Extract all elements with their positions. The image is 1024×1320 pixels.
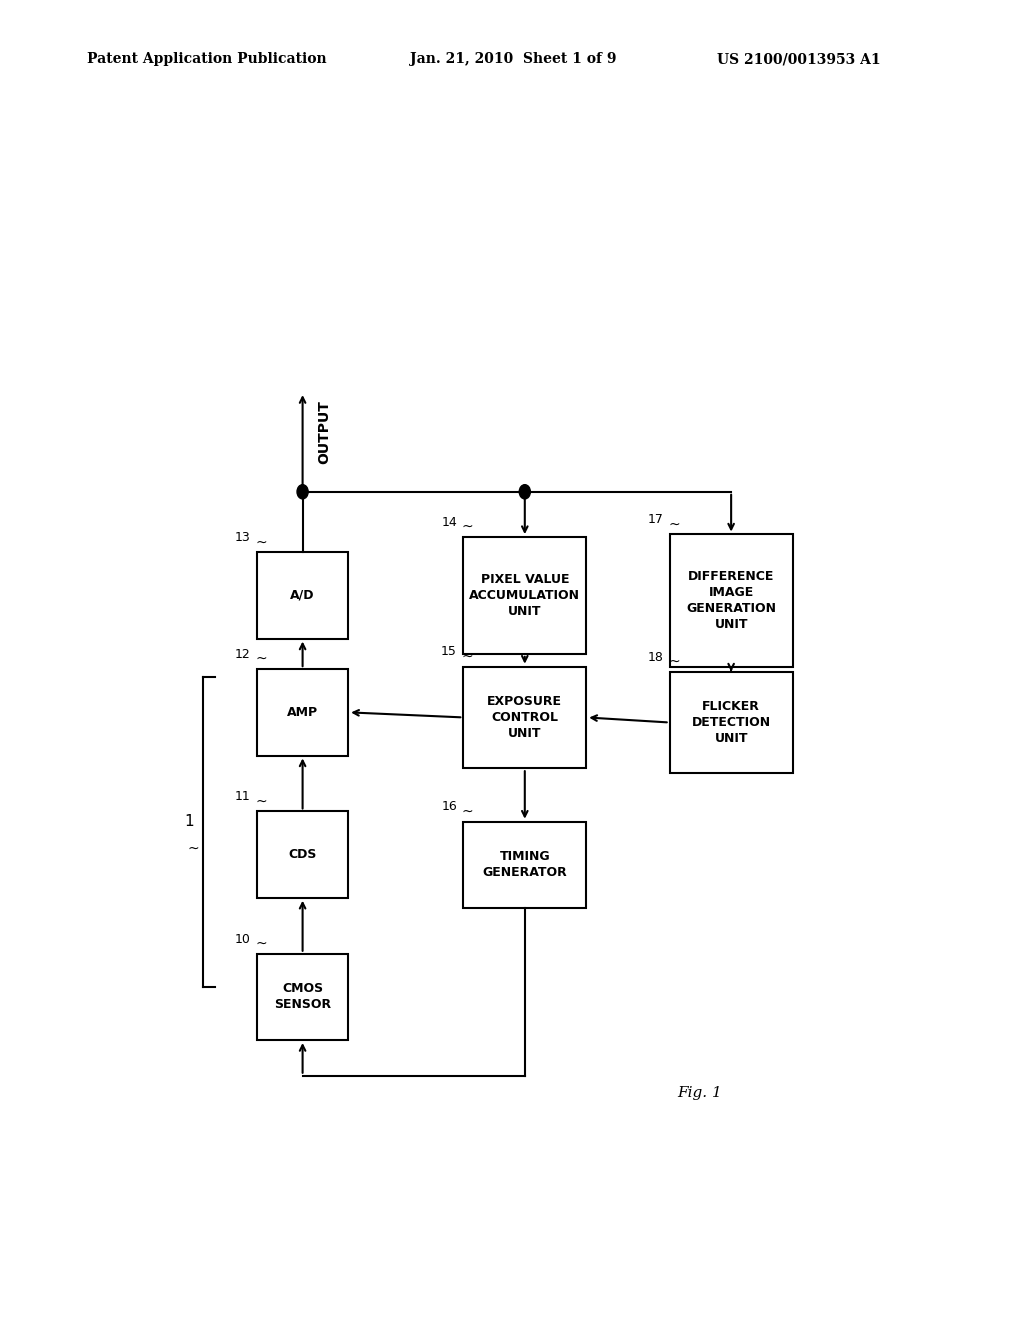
Bar: [257, 954, 348, 1040]
Text: ~: ~: [462, 520, 473, 535]
Text: 12: 12: [234, 648, 251, 661]
Text: TIMING
GENERATOR: TIMING GENERATOR: [482, 850, 567, 879]
Circle shape: [519, 484, 530, 499]
Text: A/D: A/D: [291, 589, 314, 602]
Bar: [257, 552, 348, 639]
Text: ~: ~: [255, 535, 267, 549]
Text: PIXEL VALUE
ACCUMULATION
UNIT: PIXEL VALUE ACCUMULATION UNIT: [469, 573, 581, 618]
Text: OUTPUT: OUTPUT: [316, 400, 331, 463]
Text: 15: 15: [441, 645, 457, 659]
Bar: [463, 821, 587, 908]
Bar: [463, 667, 587, 768]
Text: ~: ~: [462, 805, 473, 818]
Text: Fig. 1: Fig. 1: [677, 1086, 722, 1101]
Text: Patent Application Publication: Patent Application Publication: [87, 53, 327, 66]
Bar: [670, 535, 793, 667]
Bar: [257, 669, 348, 755]
Text: ~: ~: [187, 842, 200, 855]
Text: CDS: CDS: [289, 849, 316, 861]
Circle shape: [297, 484, 308, 499]
Text: ~: ~: [255, 937, 267, 950]
Text: 1: 1: [184, 814, 194, 829]
Bar: [670, 672, 793, 774]
Text: DIFFERENCE
IMAGE
GENERATION
UNIT: DIFFERENCE IMAGE GENERATION UNIT: [686, 570, 776, 631]
Text: ~: ~: [255, 652, 267, 667]
Text: EXPOSURE
CONTROL
UNIT: EXPOSURE CONTROL UNIT: [487, 694, 562, 741]
Text: 10: 10: [234, 933, 251, 945]
Text: 17: 17: [647, 513, 664, 527]
Text: 14: 14: [441, 516, 457, 529]
Text: 16: 16: [441, 800, 457, 813]
Text: US 2100/0013953 A1: US 2100/0013953 A1: [717, 53, 881, 66]
Text: ~: ~: [668, 655, 680, 669]
Text: 18: 18: [647, 651, 664, 664]
Text: ~: ~: [668, 517, 680, 532]
Text: FLICKER
DETECTION
UNIT: FLICKER DETECTION UNIT: [691, 700, 771, 744]
Text: ~: ~: [255, 795, 267, 808]
Text: CMOS
SENSOR: CMOS SENSOR: [274, 982, 331, 1011]
Bar: [463, 537, 587, 653]
Text: 13: 13: [234, 531, 251, 544]
Text: AMP: AMP: [287, 706, 318, 719]
Bar: [257, 812, 348, 898]
Text: Jan. 21, 2010  Sheet 1 of 9: Jan. 21, 2010 Sheet 1 of 9: [410, 53, 616, 66]
Text: 11: 11: [234, 791, 251, 804]
Text: ~: ~: [462, 649, 473, 664]
